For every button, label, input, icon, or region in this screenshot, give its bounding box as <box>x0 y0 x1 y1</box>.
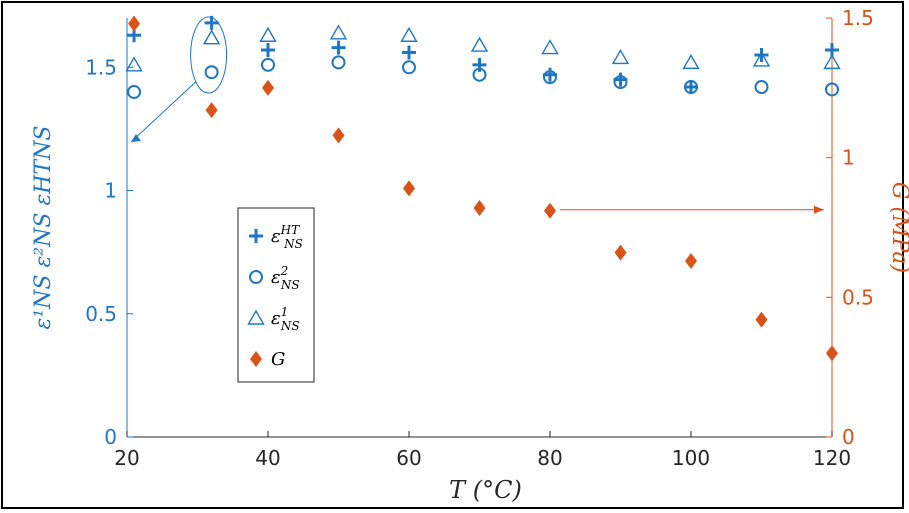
data-point-triangle <box>611 49 630 65</box>
y-right-tick-label: 0.5 <box>842 285 874 309</box>
x-tick-label: 20 <box>114 446 139 470</box>
legend-label: εHT NS <box>271 223 303 251</box>
data-point-circle <box>331 55 346 70</box>
data-point-triangle <box>823 53 841 70</box>
y-left-tick-label: 1.5 <box>85 55 117 79</box>
data-point-plus <box>754 47 769 62</box>
data-point-triangle <box>470 36 489 52</box>
y-right-tick-label: 1.5 <box>842 6 874 30</box>
data-point-plus <box>684 80 698 95</box>
y-left-tick-label: 0 <box>104 425 117 449</box>
y-right-tick-label: 0 <box>842 425 855 449</box>
data-point-plus <box>331 40 346 55</box>
x-tick-label: 100 <box>672 446 710 470</box>
legend-label: ε2 NS <box>271 264 300 292</box>
legend-label: G <box>271 349 285 370</box>
data-point-diamond <box>205 102 218 119</box>
x-tick-label: 40 <box>255 446 280 470</box>
data-point-diamond <box>685 253 697 270</box>
data-point-diamond <box>403 180 415 197</box>
data-point-circle <box>402 60 416 75</box>
data-point-triangle <box>125 56 143 72</box>
callout-arrowhead-right <box>814 205 824 214</box>
y-left-tick-label: 1 <box>104 179 117 203</box>
data-point-plus <box>261 43 275 58</box>
data-point-triangle <box>202 29 221 45</box>
data-point-diamond <box>826 345 838 362</box>
data-point-circle <box>613 75 628 90</box>
data-point-circle <box>754 80 769 95</box>
data-point-circle <box>543 70 557 85</box>
data-points <box>125 15 841 362</box>
legend-marker-circle <box>249 270 263 284</box>
data-point-diamond <box>332 127 345 144</box>
y-axis-left-title: ε¹NS ε²NS εHTNS <box>31 126 56 330</box>
data-point-diamond <box>128 15 141 32</box>
data-point-circle <box>825 82 839 97</box>
data-point-diamond <box>544 202 556 219</box>
callout-arrow-left <box>130 81 196 143</box>
data-point-triangle <box>400 26 418 42</box>
data-point-plus <box>204 15 219 30</box>
legend: εHT NS ε2 NS ε1 NS G <box>237 207 315 383</box>
data-point-circle <box>472 67 487 82</box>
data-point-diamond <box>614 244 627 261</box>
x-tick-label: 80 <box>537 446 562 470</box>
x-tick-label: 120 <box>813 446 851 470</box>
data-point-circle <box>127 84 142 99</box>
legend-marker-triangle <box>247 309 265 325</box>
data-point-diamond <box>262 79 274 96</box>
data-point-circle <box>684 80 698 95</box>
x-tick-label: 60 <box>396 446 421 470</box>
y-axis-right-title: G (MPa) <box>887 182 909 273</box>
data-point-plus <box>402 45 416 60</box>
legend-label: ε1 NS <box>271 305 300 333</box>
data-point-triangle <box>259 26 277 42</box>
callout-arrowhead-left <box>131 134 141 142</box>
annotations <box>130 16 824 214</box>
data-point-circle <box>204 65 219 80</box>
data-point-diamond <box>755 311 768 328</box>
data-point-triangle <box>329 24 348 40</box>
legend-marker-plus <box>249 229 263 243</box>
data-point-triangle <box>752 51 771 67</box>
x-axis-title: T (°C) <box>449 476 522 504</box>
y-right-tick-label: 1 <box>842 146 855 170</box>
callout-ellipse <box>190 16 228 94</box>
data-point-triangle <box>541 39 559 55</box>
data-point-triangle <box>682 53 700 70</box>
data-point-diamond <box>473 199 486 216</box>
legend-marker-diamond <box>250 351 262 367</box>
y-left-tick-label: 0.5 <box>85 302 117 326</box>
data-point-circle <box>261 57 275 72</box>
